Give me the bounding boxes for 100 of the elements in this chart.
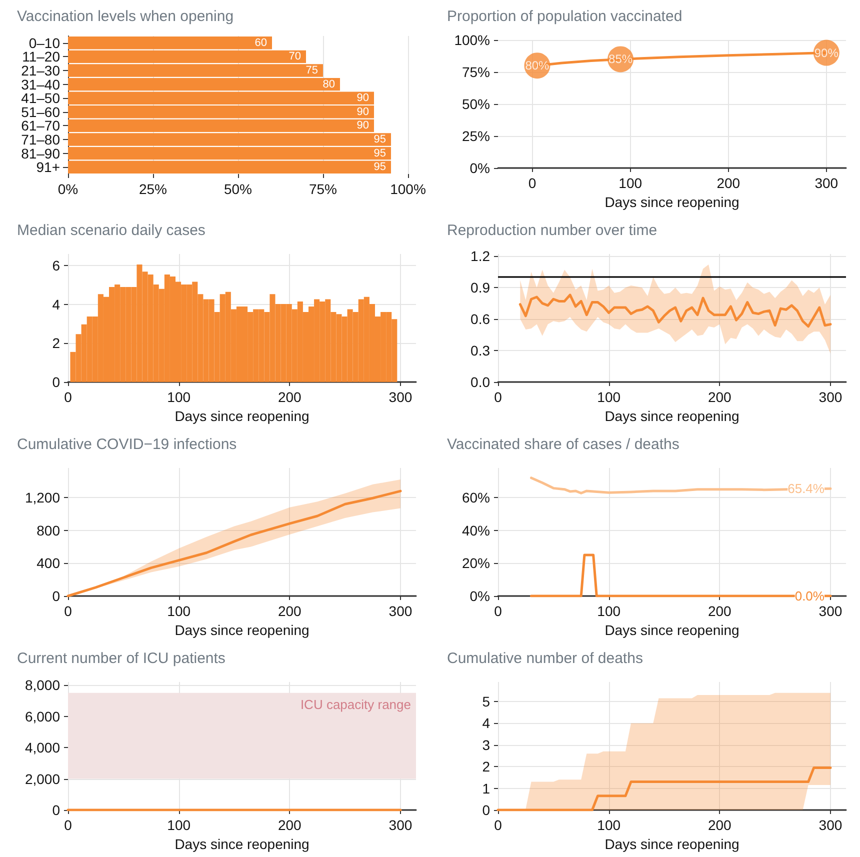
- y-tick-label: 71–80: [21, 132, 60, 148]
- data-label: 75: [306, 64, 318, 76]
- x-tick-label: 0: [494, 389, 502, 405]
- data-label: 95: [374, 134, 386, 146]
- x-axis-title: Days since reopening: [174, 836, 310, 852]
- x-tick-label: 100%: [390, 181, 426, 197]
- y-tick-label: 0%: [470, 160, 490, 176]
- y-tick-label: 11–20: [22, 48, 60, 65]
- data-label: 90%: [814, 46, 839, 60]
- y-tick-label: 81–90: [21, 145, 60, 162]
- x-tick-label: 300: [818, 817, 842, 833]
- x-tick-label: 200: [708, 603, 732, 619]
- x-tick-label: 100: [618, 175, 642, 191]
- data-label: 80%: [525, 58, 550, 73]
- x-tick-label: 0: [64, 603, 72, 619]
- y-tick-label: 75%: [462, 64, 490, 80]
- x-tick-label: 300: [388, 389, 412, 405]
- x-tick-label: 300: [388, 817, 412, 833]
- y-tick-label: 4,000: [24, 740, 60, 756]
- x-tick-label: 200: [708, 389, 732, 405]
- y-tick-label: 40%: [462, 522, 490, 538]
- chart-title: Cumulative number of deaths: [447, 650, 643, 667]
- chart-title: Proportion of population vaccinated: [447, 8, 682, 25]
- data-label: 60: [254, 36, 267, 49]
- x-axis-title: Days since reopening: [174, 408, 310, 424]
- data-label: 0.0%: [794, 588, 825, 604]
- y-tick-label: 41–50: [21, 90, 60, 106]
- data-label: 70: [288, 50, 301, 63]
- y-tick-label: 3: [482, 736, 490, 753]
- x-axis-title: Days since reopening: [604, 836, 740, 852]
- data-label: 90: [356, 120, 369, 132]
- y-tick-label: 91+: [36, 159, 60, 176]
- x-tick-label: 100: [597, 603, 621, 619]
- x-tick-label: 0: [494, 603, 502, 619]
- x-tick-label: 300: [818, 389, 842, 405]
- y-tick-label: 400: [36, 555, 60, 572]
- x-tick-label: 50%: [224, 181, 252, 197]
- x-tick-label: 200: [278, 817, 302, 833]
- chart-title: Current number of ICU patients: [17, 650, 226, 667]
- y-tick-label: 0: [52, 374, 60, 390]
- y-tick-label: 2,000: [24, 770, 60, 787]
- y-tick-label: 8,000: [24, 677, 60, 694]
- y-tick-label: 6: [52, 258, 60, 274]
- y-tick-label: 0: [52, 802, 60, 818]
- line-series: [518, 294, 832, 328]
- x-axis-title: Days since reopening: [604, 194, 740, 210]
- x-tick-label: 100: [167, 389, 191, 405]
- y-tick-label: 21–30: [21, 62, 60, 78]
- y-tick-label: 31–40: [21, 76, 60, 92]
- data-label: 90: [356, 106, 369, 118]
- band-label: ICU capacity range: [300, 696, 411, 712]
- x-tick-label: 75%: [308, 181, 338, 197]
- y-tick-label: 0%: [470, 588, 490, 604]
- line-series: [496, 766, 832, 812]
- y-tick-label: 5: [482, 694, 490, 710]
- data-label: 80: [322, 78, 335, 90]
- chart-title: Median scenario daily cases: [17, 222, 206, 239]
- x-tick-label: 100: [597, 817, 621, 833]
- x-axis-title: Days since reopening: [174, 622, 310, 638]
- x-axis-title: Days since reopening: [604, 622, 740, 638]
- y-tick-label: 61–70: [21, 118, 60, 134]
- data-label: 90: [356, 92, 369, 104]
- y-tick-label: 1.2: [470, 248, 490, 264]
- chart-title: Reproduction number over time: [447, 222, 658, 239]
- y-tick-label: 2: [52, 335, 60, 352]
- x-tick-label: 200: [278, 389, 302, 405]
- y-tick-label: 50%: [462, 96, 490, 112]
- x-tick-label: 25%: [138, 181, 168, 197]
- y-tick-label: 51–60: [21, 104, 60, 120]
- x-tick-label: 100: [167, 603, 191, 619]
- y-tick-label: 6,000: [24, 708, 60, 724]
- y-tick-label: 4: [482, 715, 490, 732]
- x-tick-label: 0: [64, 817, 72, 833]
- x-tick-label: 0: [64, 389, 72, 405]
- x-tick-label: 300: [814, 175, 838, 191]
- chart-title: Cumulative COVID−19 infections: [17, 436, 237, 453]
- chart-title: Vaccination levels when opening: [17, 8, 234, 25]
- x-tick-label: 300: [388, 603, 412, 619]
- y-tick-label: 800: [36, 522, 60, 538]
- y-tick-label: 1,200: [24, 490, 60, 506]
- y-tick-label: 100%: [454, 32, 490, 48]
- x-axis-title: Days since reopening: [604, 408, 740, 424]
- data-label: 95: [374, 161, 386, 174]
- y-tick-label: 0: [482, 802, 490, 818]
- y-tick-label: 25%: [462, 128, 490, 144]
- y-tick-label: 60%: [462, 490, 490, 506]
- data-label: 85%: [608, 52, 633, 66]
- x-tick-label: 100: [167, 817, 191, 833]
- y-tick-label: 0–10: [28, 34, 60, 51]
- y-tick-label: 0: [52, 588, 60, 604]
- line-series: [530, 476, 832, 494]
- x-tick-label: 0: [494, 817, 502, 833]
- y-tick-label: 20%: [462, 555, 490, 572]
- y-tick-label: 4: [52, 296, 60, 312]
- x-tick-label: 100: [597, 389, 621, 405]
- y-tick-label: 0.3: [470, 342, 490, 359]
- chart-title: Vaccinated share of cases / deaths: [447, 436, 680, 453]
- data-label: 95: [374, 147, 386, 160]
- x-tick-label: 0: [528, 175, 536, 191]
- x-tick-label: 300: [818, 603, 842, 619]
